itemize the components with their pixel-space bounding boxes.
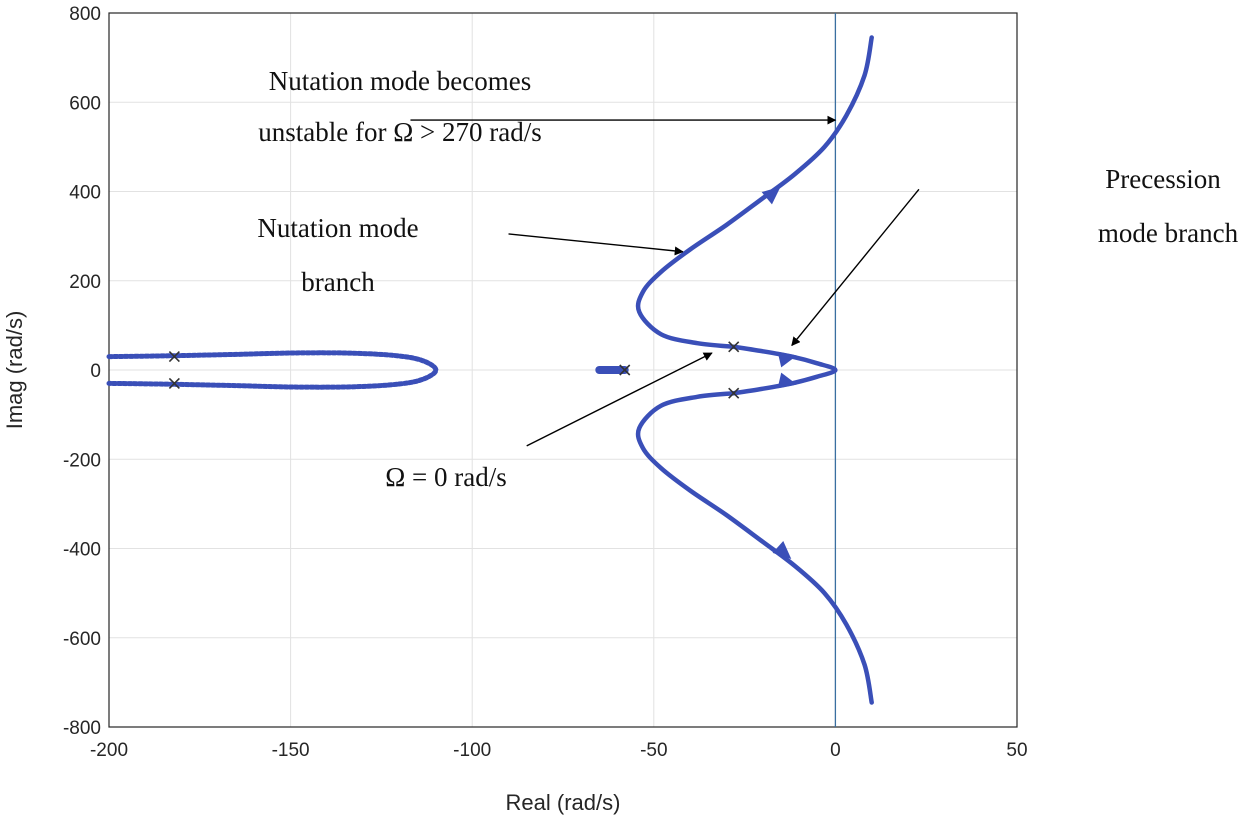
- annotation-arrow: [791, 188, 920, 347]
- x-tick-label: 0: [830, 740, 841, 761]
- annotation-unstable-line2: unstable for Ω > 270 rad/s: [258, 117, 542, 147]
- x-tick-label: -50: [640, 740, 667, 761]
- annotation-precession-line2: mode branch: [1098, 218, 1239, 248]
- annotation-omega-zero: Ω = 0 rad/s: [385, 462, 507, 492]
- y-tick-label: 400: [69, 183, 101, 204]
- tick-labels: -200 -150 -100 -50 0 50 -800 -600 -400 -200 0 200 40…: [63, 4, 1028, 761]
- annotation-precession-line1: Precession: [1105, 164, 1221, 194]
- annotation-nutation-line2: branch: [301, 267, 375, 297]
- locus-direction-arrow: [777, 351, 797, 368]
- series-layer: [106, 35, 874, 705]
- pole-marker: [728, 387, 740, 399]
- pole-marker-stroke: [619, 364, 631, 376]
- y-tick-label: 0: [90, 361, 101, 382]
- pole-marker: [168, 377, 180, 389]
- series-nutation-lower: [635, 390, 874, 705]
- pole-marker: [728, 341, 740, 353]
- x-tick-label: -200: [90, 740, 128, 761]
- locus-direction-arrow: [777, 372, 797, 389]
- pole-marker-stroke: [168, 351, 180, 363]
- series-precession-branch: [731, 344, 838, 396]
- y-tick-label: -600: [63, 629, 101, 650]
- annotation-arrow: [526, 352, 713, 447]
- pole-marker-stroke: [728, 387, 740, 399]
- x-tick-label: -150: [272, 740, 310, 761]
- annotations: Nutation mode becomes unstable for Ω > 2…: [257, 66, 1238, 492]
- pole-marker: [168, 351, 180, 363]
- locus-direction-arrow: [761, 186, 781, 205]
- series-nutation-upper: [635, 35, 874, 350]
- y-tick-label: -400: [63, 540, 101, 561]
- y-tick-label: -200: [63, 450, 101, 471]
- x-tick-label: -100: [453, 740, 491, 761]
- plot-frame: [108, 12, 1018, 728]
- y-axis-label: Imag (rad/s): [2, 311, 27, 430]
- x-axis-label: Real (rad/s): [506, 790, 621, 815]
- pole-markers: [168, 341, 740, 399]
- annotation-nutation-line1: Nutation mode: [257, 213, 418, 243]
- pole-marker: [619, 364, 631, 376]
- annotation-unstable-line1: Nutation mode becomes: [269, 66, 531, 96]
- y-tick-label: 200: [69, 272, 101, 293]
- pole-marker-stroke: [168, 377, 180, 389]
- annotation-arrow: [508, 233, 684, 256]
- y-tick-label: 600: [69, 93, 101, 114]
- series-left-loop: [106, 350, 439, 390]
- pole-marker-stroke: [728, 341, 740, 353]
- y-tick-label: 800: [69, 4, 101, 25]
- locus-direction-arrow: [772, 541, 792, 560]
- y-tick-label: -800: [63, 718, 101, 739]
- x-tick-label: 50: [1006, 740, 1027, 761]
